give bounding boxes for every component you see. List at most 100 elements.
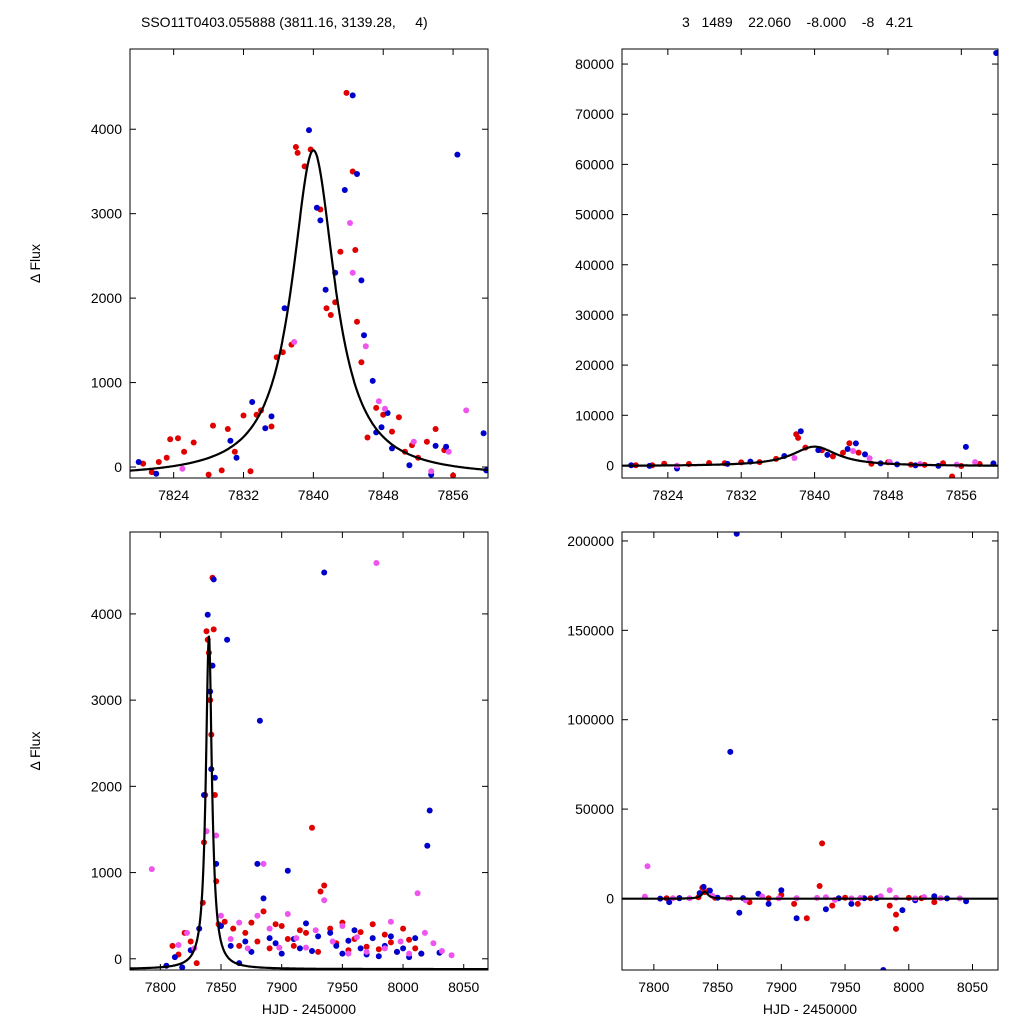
point-blue <box>153 470 160 477</box>
point-red <box>412 945 419 952</box>
data-points <box>628 50 998 478</box>
point-blue <box>358 277 365 284</box>
y-tick-label: 0 <box>114 459 122 475</box>
point-magenta <box>175 942 182 948</box>
point-red <box>352 247 359 253</box>
point-blue <box>256 717 263 724</box>
point-magenta <box>850 448 857 454</box>
point-magenta <box>463 407 470 414</box>
point-blue <box>272 940 279 947</box>
x-tick-label: 7824 <box>158 487 189 503</box>
panel-frame <box>621 48 999 479</box>
point-red <box>886 902 893 909</box>
point-blue <box>224 636 231 643</box>
point-blue <box>387 933 394 940</box>
point-blue <box>862 451 868 458</box>
point-blue <box>844 446 851 452</box>
point-blue <box>412 935 419 942</box>
point-blue <box>210 576 217 583</box>
y-tick-label: 100000 <box>567 712 614 728</box>
point-blue <box>454 151 461 158</box>
point-red <box>400 925 407 932</box>
x-tick-label: 8050 <box>957 979 988 995</box>
point-red <box>272 921 279 928</box>
point-red <box>292 144 299 150</box>
data-points <box>641 532 970 970</box>
point-blue <box>322 286 329 293</box>
point-magenta <box>886 887 893 894</box>
y-tick-label: 0 <box>606 457 614 473</box>
point-red <box>327 925 334 932</box>
point-blue <box>733 532 740 537</box>
x-tick-label: 7850 <box>702 979 733 995</box>
panel-top-right: 7824 7832 7840 7848 7856 0 10000 20000 30000 4000… <box>575 48 999 503</box>
y-tick-label: 30000 <box>575 307 614 323</box>
point-red <box>855 449 862 456</box>
point-magenta <box>362 343 369 350</box>
y-axis-label: Δ Flux <box>27 732 43 771</box>
point-magenta <box>303 944 309 951</box>
point-blue <box>284 867 291 874</box>
point-red <box>893 925 899 932</box>
point-blue <box>962 443 969 450</box>
point-magenta <box>406 950 413 957</box>
x-tick-label: 8000 <box>893 979 924 995</box>
point-magenta <box>179 465 186 472</box>
x-tick-label: 8000 <box>387 979 418 995</box>
point-blue <box>351 927 358 934</box>
point-red <box>218 467 225 474</box>
point-blue <box>171 954 178 961</box>
point-red <box>357 929 364 936</box>
point-red <box>236 942 243 949</box>
point-magenta <box>410 438 417 445</box>
point-red <box>167 436 174 443</box>
point-blue <box>211 774 218 781</box>
x-axis-label: HJD - 2450000 <box>262 1001 356 1017</box>
point-red <box>317 888 324 895</box>
point-blue <box>666 899 673 906</box>
point-blue <box>400 945 407 952</box>
point-blue <box>765 900 772 907</box>
point-blue <box>306 127 312 134</box>
point-red <box>323 305 330 312</box>
point-red <box>284 936 291 942</box>
point-blue <box>424 842 431 849</box>
point-red <box>187 938 194 945</box>
point-red <box>819 840 826 847</box>
y-tick-label: 60000 <box>575 156 614 172</box>
y-tick-label: 1000 <box>91 865 122 881</box>
x-tick-label: 7832 <box>726 487 757 503</box>
point-magenta <box>353 934 360 941</box>
point-blue <box>815 447 822 454</box>
point-blue <box>700 883 707 890</box>
point-red <box>337 248 344 255</box>
point-red <box>296 927 303 934</box>
point-blue <box>309 948 315 954</box>
point-magenta <box>387 918 394 925</box>
point-red <box>294 149 301 156</box>
point-magenta <box>244 945 251 952</box>
point-red <box>210 422 216 429</box>
y-tick-label: 3000 <box>91 206 122 222</box>
point-red <box>221 918 228 925</box>
point-blue <box>233 454 240 461</box>
data-points <box>148 560 455 970</box>
point-red <box>190 439 197 446</box>
point-blue <box>345 937 352 944</box>
point-blue <box>394 948 400 955</box>
point-magenta <box>293 935 300 942</box>
point-magenta <box>421 929 428 936</box>
panel-frame <box>129 531 489 971</box>
point-magenta <box>397 938 404 945</box>
header-right: 3 1489 22.060 -8.000 -8 4.21 <box>682 14 914 30</box>
point-magenta <box>213 832 220 839</box>
point-red <box>254 938 261 945</box>
point-magenta <box>866 455 873 462</box>
point-red <box>931 899 938 906</box>
point-red <box>231 448 238 455</box>
x-tick-label: 7840 <box>799 487 830 503</box>
point-blue <box>321 569 328 576</box>
x-tick-label: 7840 <box>298 487 329 503</box>
point-magenta <box>254 912 261 919</box>
point-red <box>205 471 212 478</box>
